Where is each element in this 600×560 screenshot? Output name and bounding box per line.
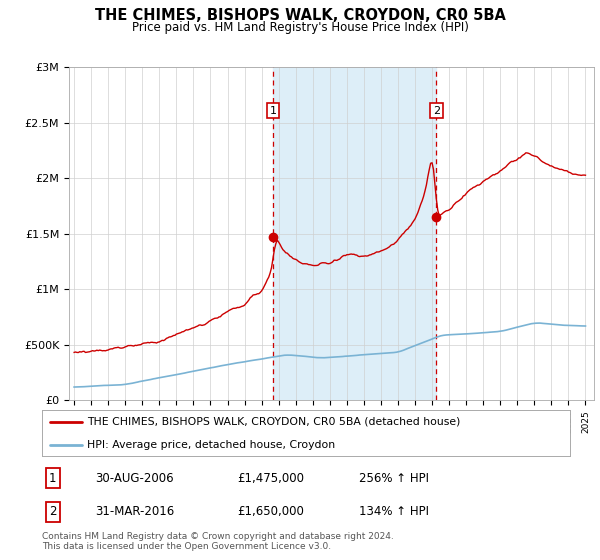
Text: 1: 1 bbox=[269, 105, 277, 115]
Text: HPI: Average price, detached house, Croydon: HPI: Average price, detached house, Croy… bbox=[87, 440, 335, 450]
Text: THE CHIMES, BISHOPS WALK, CROYDON, CR0 5BA (detached house): THE CHIMES, BISHOPS WALK, CROYDON, CR0 5… bbox=[87, 417, 460, 427]
Text: 31-MAR-2016: 31-MAR-2016 bbox=[95, 505, 174, 518]
Text: Contains HM Land Registry data © Crown copyright and database right 2024.
This d: Contains HM Land Registry data © Crown c… bbox=[42, 532, 394, 552]
Text: 256% ↑ HPI: 256% ↑ HPI bbox=[359, 472, 429, 484]
Text: Price paid vs. HM Land Registry's House Price Index (HPI): Price paid vs. HM Land Registry's House … bbox=[131, 21, 469, 34]
Text: THE CHIMES, BISHOPS WALK, CROYDON, CR0 5BA: THE CHIMES, BISHOPS WALK, CROYDON, CR0 5… bbox=[95, 8, 505, 24]
Text: £1,650,000: £1,650,000 bbox=[238, 505, 304, 518]
Text: 134% ↑ HPI: 134% ↑ HPI bbox=[359, 505, 429, 518]
Text: 2: 2 bbox=[433, 105, 440, 115]
Text: 2: 2 bbox=[49, 505, 56, 518]
Bar bbox=[273, 67, 436, 400]
Text: £1,475,000: £1,475,000 bbox=[238, 472, 304, 484]
Text: 1: 1 bbox=[49, 472, 56, 484]
Text: 30-AUG-2006: 30-AUG-2006 bbox=[95, 472, 173, 484]
